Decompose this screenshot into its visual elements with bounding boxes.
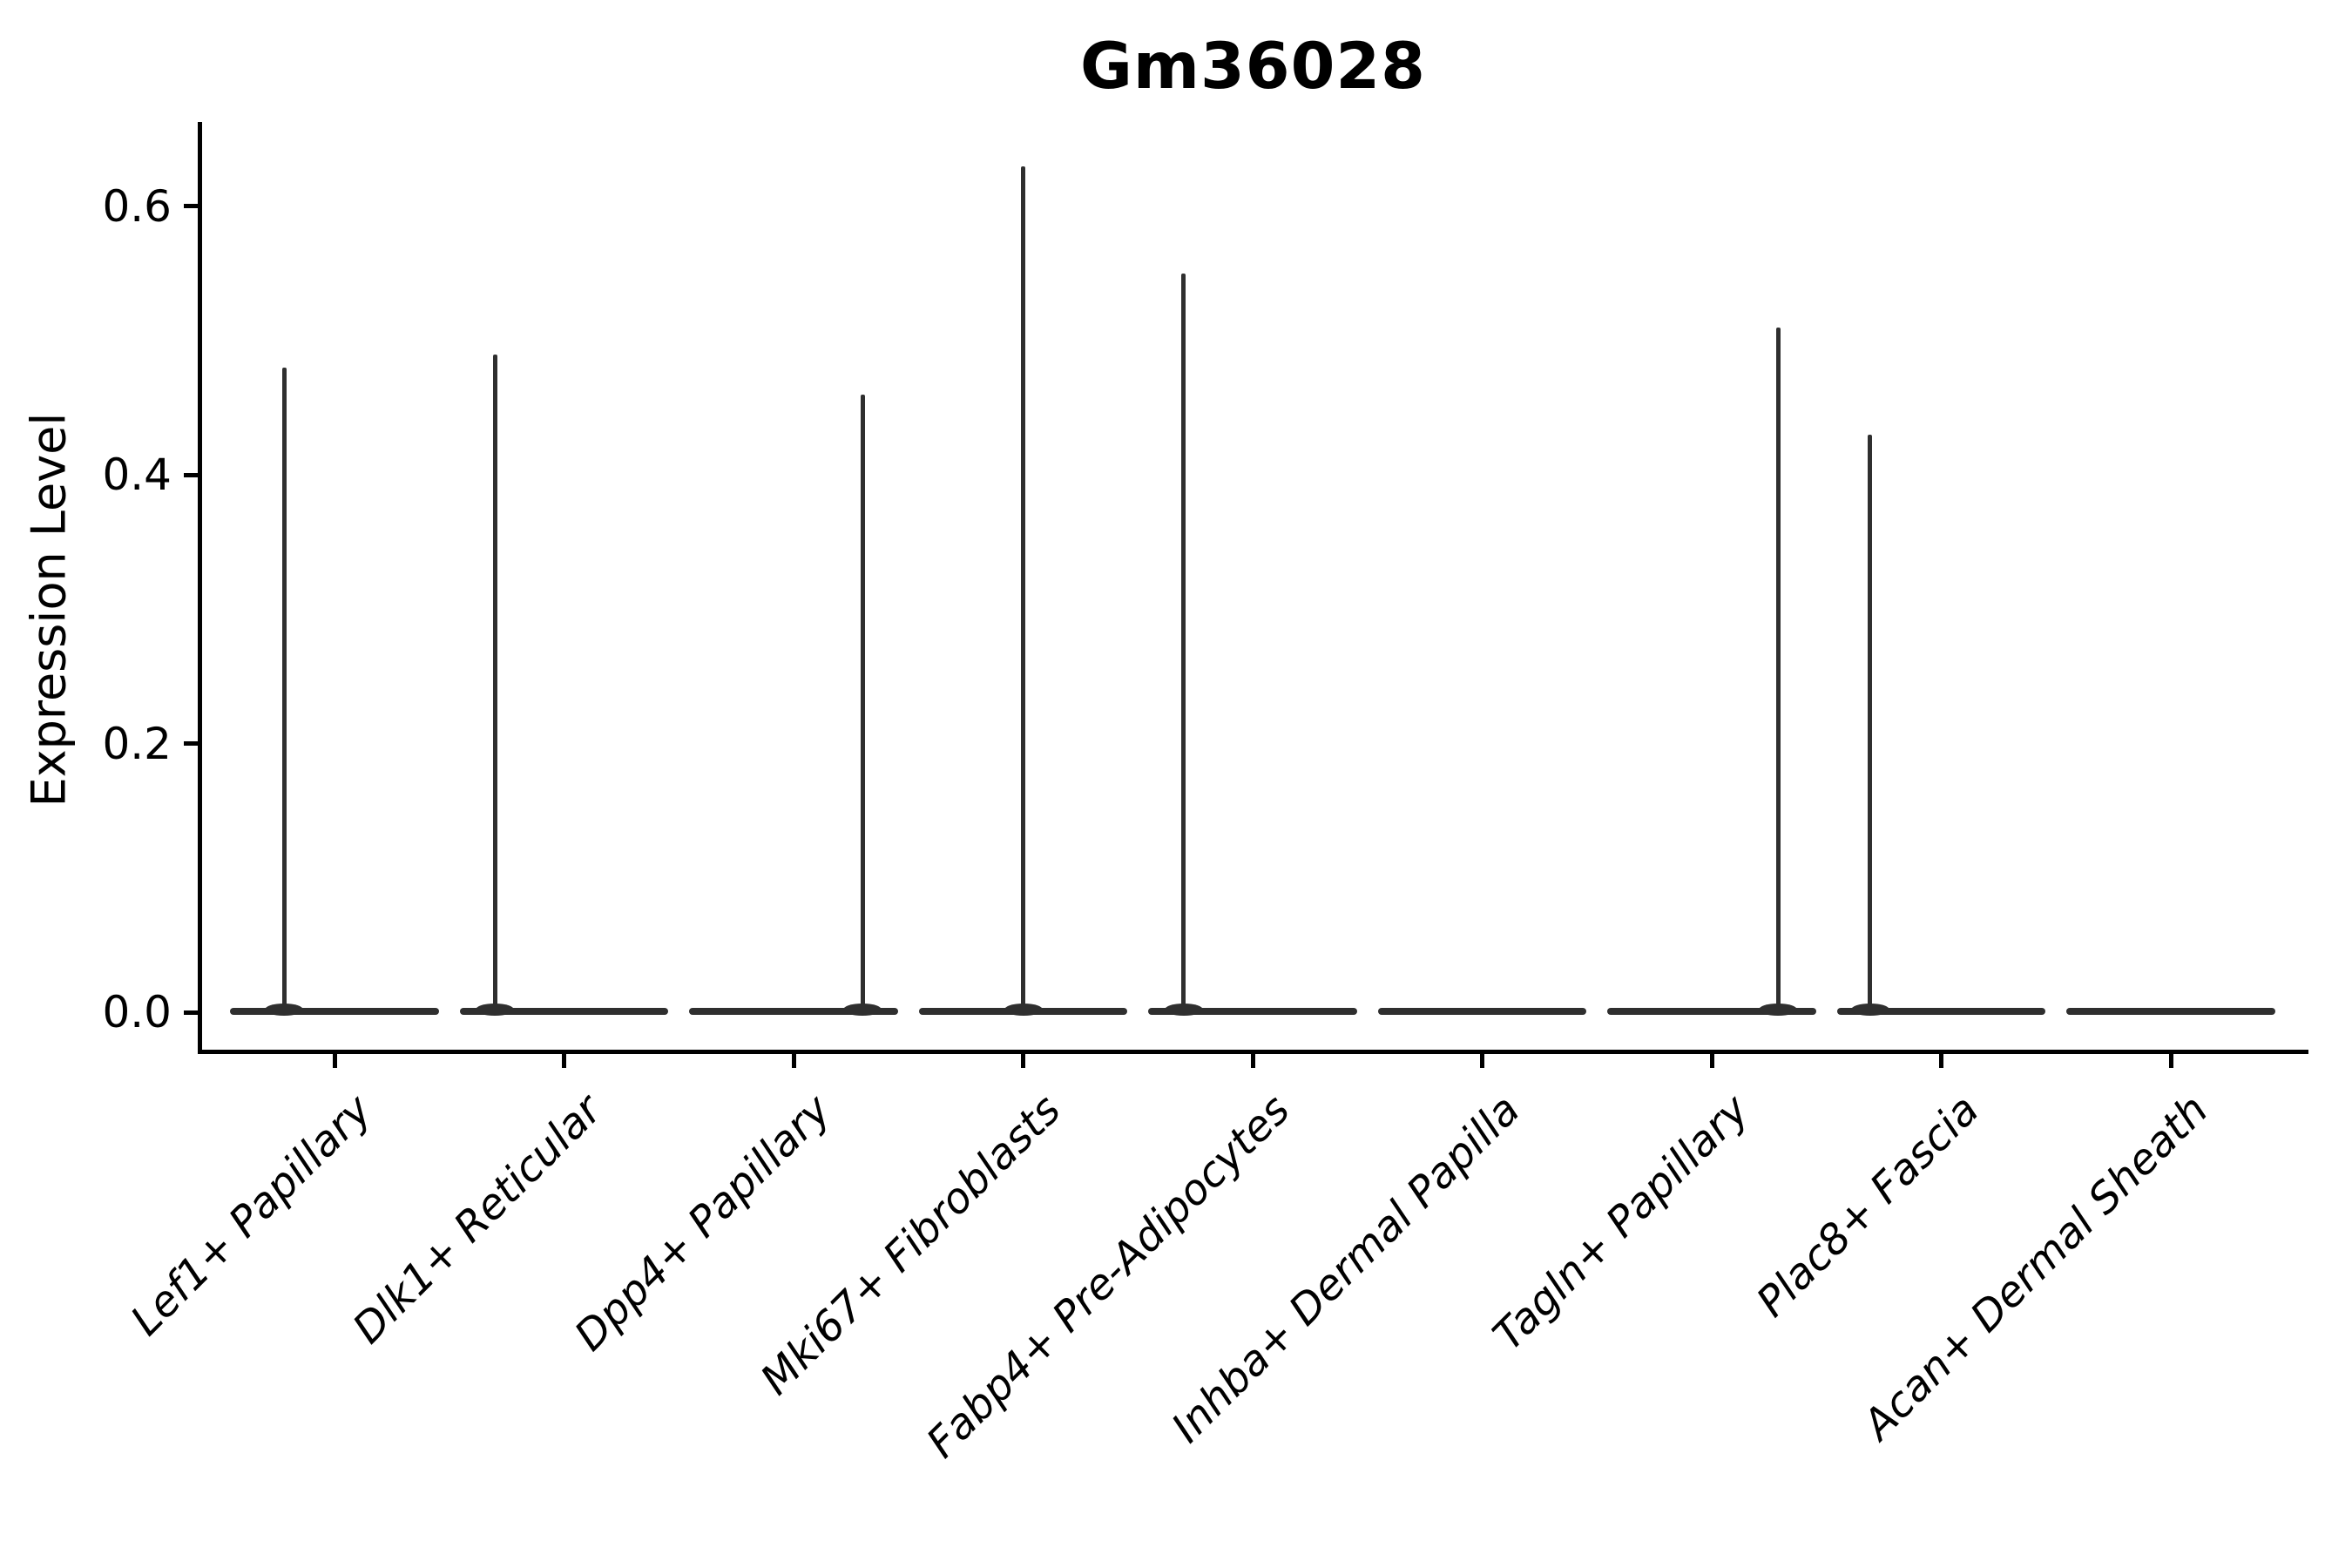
- x-axis-tick: [1939, 1054, 1943, 1068]
- x-axis-tick: [1709, 1054, 1714, 1068]
- x-axis-tick: [562, 1054, 566, 1068]
- y-axis-tick: [184, 472, 198, 477]
- y-axis-tick: [184, 204, 198, 209]
- x-axis-tick: [332, 1054, 337, 1068]
- x-axis-tick: [791, 1054, 796, 1068]
- violin-body: [1377, 1008, 1587, 1015]
- x-axis-tick: [1021, 1054, 1025, 1068]
- violin-body: [689, 1008, 898, 1015]
- x-axis-tick: [2168, 1054, 2173, 1068]
- violin-body: [459, 1008, 669, 1015]
- plot-area: [198, 122, 2308, 1054]
- y-axis-tick: [184, 741, 198, 747]
- violin-tail-spike: [281, 367, 287, 1011]
- violin-tail-spike: [1868, 435, 1873, 1011]
- y-axis-tick-label: 0.4: [102, 449, 172, 501]
- violin-tail-spike: [492, 354, 497, 1011]
- violin-tail-spike: [860, 394, 865, 1011]
- violin-body: [1836, 1008, 2046, 1015]
- x-axis-tick: [1250, 1054, 1255, 1068]
- y-axis-tick-label: 0.2: [102, 718, 172, 769]
- chart-title: Gm36028: [1080, 30, 1426, 104]
- violin-body: [1607, 1008, 1816, 1015]
- violin-tail-spike: [1021, 166, 1025, 1011]
- violin-body: [1148, 1008, 1357, 1015]
- y-axis-tick-label: 0.6: [102, 180, 172, 232]
- y-axis-tick-label: 0.0: [102, 987, 172, 1037]
- violin-tail-spike: [1181, 274, 1186, 1011]
- violin-body: [2066, 1008, 2275, 1015]
- x-axis-tick: [1480, 1054, 1484, 1068]
- violin-body: [230, 1008, 439, 1015]
- y-axis-tick: [184, 1010, 198, 1015]
- violin-tail-spike: [1775, 327, 1781, 1011]
